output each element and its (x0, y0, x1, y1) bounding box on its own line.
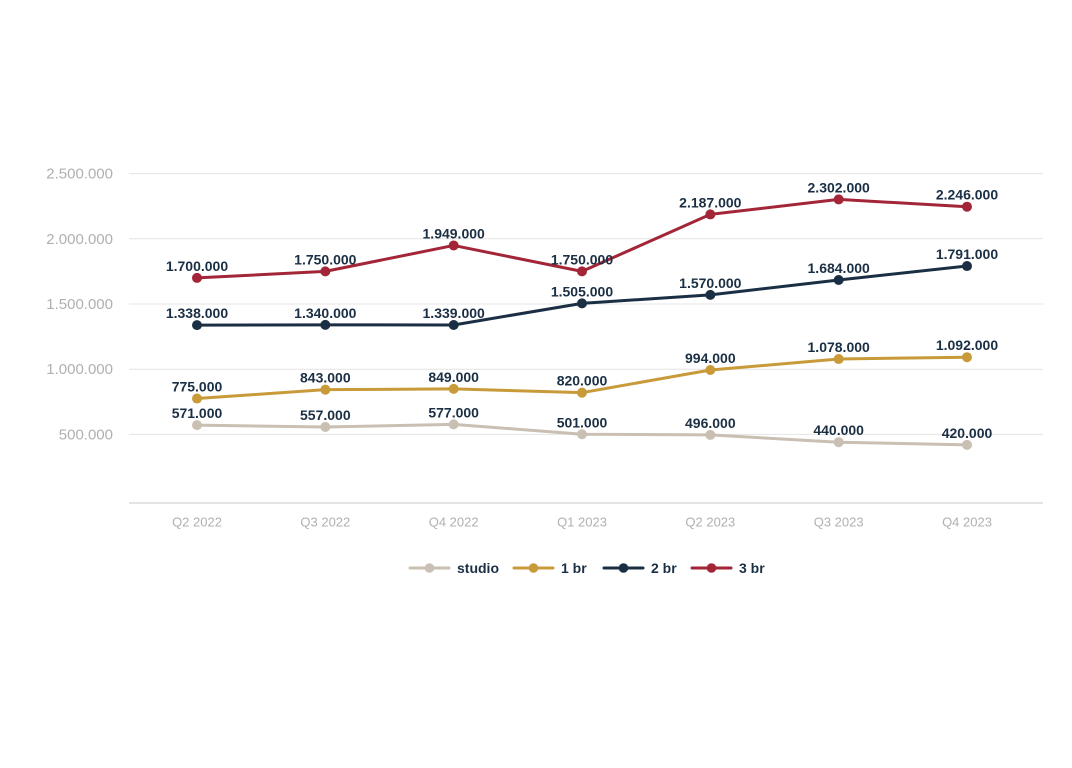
svg-text:Q2 2023: Q2 2023 (685, 515, 735, 530)
svg-text:1.700.000: 1.700.000 (166, 258, 228, 274)
svg-text:1.338.000: 1.338.000 (166, 305, 228, 321)
svg-text:1.791.000: 1.791.000 (936, 246, 998, 262)
svg-text:1.750.000: 1.750.000 (551, 251, 613, 267)
svg-text:Q2 2022: Q2 2022 (172, 515, 222, 530)
svg-text:420.000: 420.000 (942, 425, 993, 441)
svg-text:1.078.000: 1.078.000 (808, 339, 870, 355)
svg-text:3 br: 3 br (739, 560, 765, 576)
svg-text:1.570.000: 1.570.000 (679, 275, 741, 291)
svg-text:studio: studio (457, 560, 499, 576)
svg-text:1 br: 1 br (561, 560, 587, 576)
svg-text:571.000: 571.000 (172, 405, 223, 421)
svg-text:849.000: 849.000 (428, 369, 479, 385)
svg-text:820.000: 820.000 (557, 373, 608, 389)
svg-text:1.340.000: 1.340.000 (294, 305, 356, 321)
svg-text:Q1 2023: Q1 2023 (557, 515, 607, 530)
svg-text:1.684.000: 1.684.000 (808, 260, 870, 276)
svg-text:1.092.000: 1.092.000 (936, 337, 998, 353)
svg-text:1.500.000: 1.500.000 (46, 296, 113, 313)
svg-text:2.187.000: 2.187.000 (679, 194, 741, 210)
svg-text:2 br: 2 br (651, 560, 677, 576)
svg-text:557.000: 557.000 (300, 407, 351, 423)
svg-text:440.000: 440.000 (813, 422, 864, 438)
svg-text:Q4 2022: Q4 2022 (429, 515, 479, 530)
svg-text:496.000: 496.000 (685, 415, 736, 431)
svg-text:1.949.000: 1.949.000 (423, 225, 485, 241)
svg-text:1.000.000: 1.000.000 (46, 361, 113, 378)
svg-text:994.000: 994.000 (685, 350, 736, 366)
svg-text:Q3 2023: Q3 2023 (814, 515, 864, 530)
svg-text:501.000: 501.000 (557, 414, 608, 430)
svg-text:2.302.000: 2.302.000 (808, 179, 870, 195)
svg-text:1.505.000: 1.505.000 (551, 283, 613, 299)
svg-text:1.339.000: 1.339.000 (423, 305, 485, 321)
svg-text:Q4 2023: Q4 2023 (942, 515, 992, 530)
svg-text:775.000: 775.000 (172, 379, 223, 395)
svg-text:Q3 2022: Q3 2022 (300, 515, 350, 530)
svg-text:2.500.000: 2.500.000 (46, 166, 113, 183)
svg-text:1.750.000: 1.750.000 (294, 251, 356, 267)
svg-text:577.000: 577.000 (428, 404, 479, 420)
svg-text:500.000: 500.000 (59, 426, 113, 443)
svg-text:2.246.000: 2.246.000 (936, 187, 998, 203)
svg-text:2.000.000: 2.000.000 (46, 231, 113, 248)
svg-text:843.000: 843.000 (300, 370, 351, 386)
